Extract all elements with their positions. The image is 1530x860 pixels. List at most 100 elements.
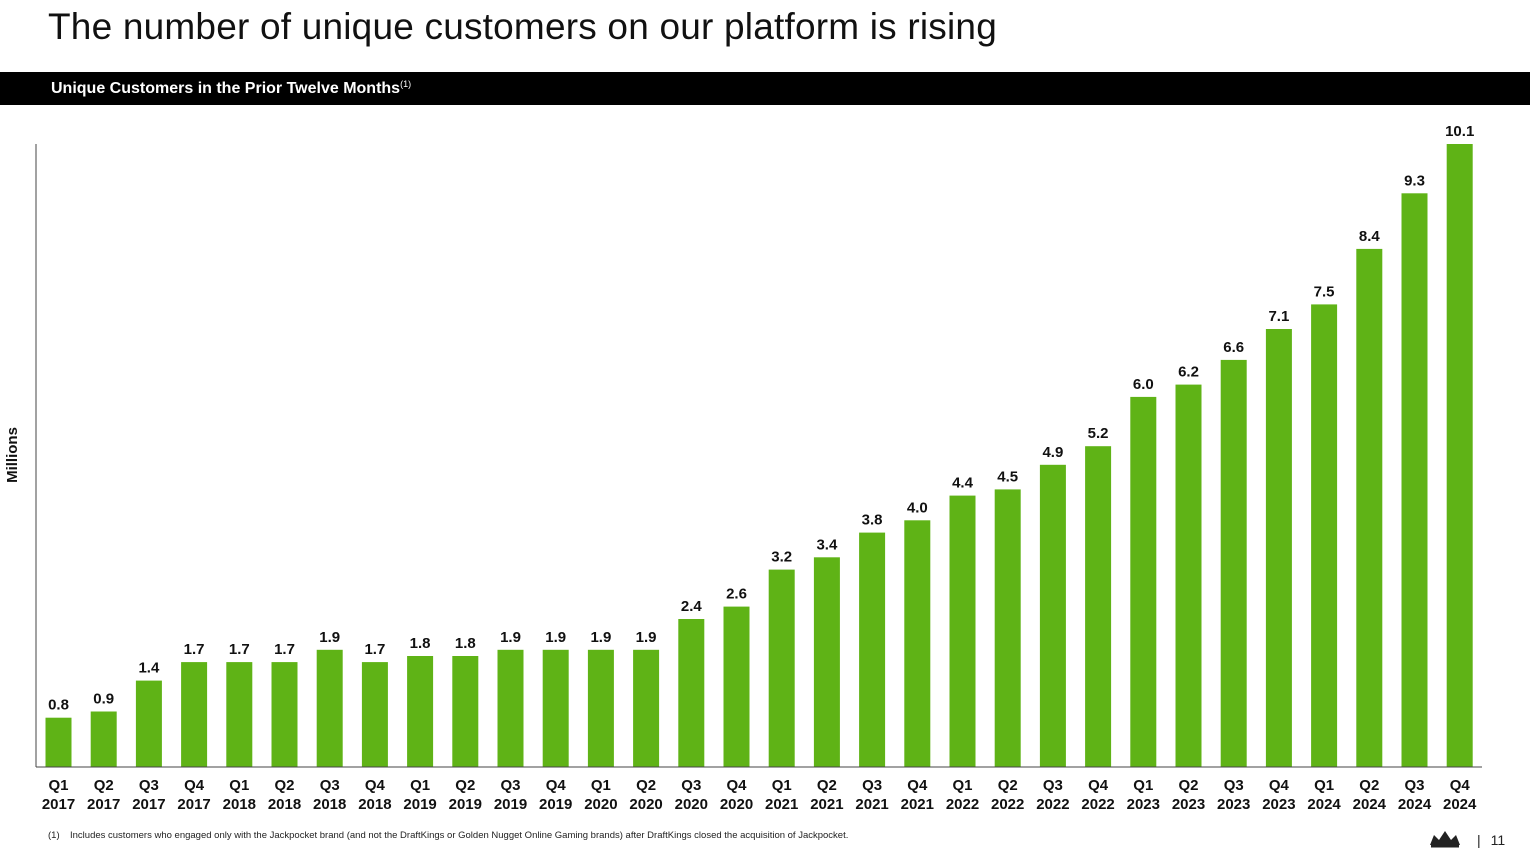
x-tick-labels-group: Q1 2017 Q2 2017 Q3 2017 Q4 2017 Q1 2018 Q2 2018 Q3 20… [42,777,1477,813]
data-label: 1.9 [590,629,611,646]
bar-q1-2024 [1311,304,1338,767]
x-tick-quarter: Q2 [1178,777,1198,794]
x-tick-quarter: Q4 [726,777,747,794]
bar-q2-2024 [1356,248,1383,767]
bar-q1-2018 [226,662,253,767]
bar-q4-2018 [361,662,388,767]
footnote: (1) Includes customers who engaged only w… [48,830,848,841]
x-tick-quarter: Q1 [952,777,972,794]
bar-q2-2023 [1175,384,1202,767]
data-label: 6.2 [1178,364,1199,381]
x-tick-label: Q1 2023 [1127,777,1160,813]
footnote-text: Includes customers who engaged only with… [70,830,849,841]
x-tick-year: 2022 [1036,796,1069,813]
x-tick-label: Q2 2017 [87,777,120,813]
bar-q1-2019 [407,656,434,767]
footnote-number: (1) [48,830,60,841]
x-tick-year: 2023 [1172,796,1205,813]
x-tick-label: Q3 2024 [1398,777,1432,813]
x-tick-year: 2017 [132,796,165,813]
page-number-value: 11 [1490,832,1506,848]
data-label: 1.7 [364,641,385,658]
bar-q2-2018 [271,662,298,767]
x-tick-year: 2017 [87,796,120,813]
bar-q2-2020 [633,649,660,767]
x-tick-quarter: Q3 [1404,777,1424,794]
x-tick-year: 2020 [629,796,662,813]
x-tick-label: Q2 2018 [268,777,301,813]
bar-q4-2017 [181,662,208,767]
footnote-ref: (1) [400,79,412,89]
x-tick-label: Q4 2019 [539,777,572,813]
x-tick-year: 2018 [223,796,256,813]
x-tick-label: Q4 2017 [177,777,210,813]
y-axis-label: Millions [4,427,21,483]
x-tick-label: Q3 2017 [132,777,165,813]
x-tick-label: Q1 2024 [1307,777,1341,813]
value-labels-group: 0.8 0.9 1.4 1.7 1.7 1.7 1.9 1.7 1.8 1.8 1.9 1.9 1.9 1… [48,123,1474,714]
bar-q4-2020 [723,606,750,767]
x-tick-label: Q2 2019 [449,777,482,813]
x-tick-quarter: Q3 [320,777,340,794]
x-tick-label: Q2 2020 [629,777,662,813]
bar-q3-2020 [678,619,705,767]
x-tick-quarter: Q1 [1314,777,1334,794]
bar-q3-2018 [316,649,343,767]
bar-q3-2017 [135,680,162,767]
bar-q4-2024 [1446,144,1473,767]
bar-q2-2022 [994,489,1021,767]
x-tick-label: Q3 2021 [855,777,888,813]
x-tick-year: 2022 [946,796,979,813]
x-tick-label: Q1 2020 [584,777,617,813]
data-label: 4.4 [952,475,974,492]
bar-q2-2017 [90,711,117,767]
x-tick-quarter: Q4 [1269,777,1290,794]
x-tick-year: 2020 [720,796,753,813]
bar-q3-2023 [1220,359,1247,767]
data-label: 1.9 [319,629,340,646]
bars-group [45,144,1473,768]
bar-q4-2019 [542,649,569,767]
x-tick-year: 2018 [358,796,391,813]
bar-q1-2023 [1130,396,1157,767]
bar-q1-2020 [587,649,614,767]
x-tick-quarter: Q4 [1450,777,1471,794]
x-tick-quarter: Q4 [546,777,567,794]
data-label: 3.8 [862,512,883,529]
data-label: 4.0 [907,499,928,516]
x-tick-label: Q3 2018 [313,777,346,813]
bar-q3-2021 [859,532,886,767]
crown-icon [1430,831,1460,848]
x-tick-quarter: Q2 [636,777,656,794]
x-tick-year: 2021 [765,796,798,813]
x-tick-label: Q3 2020 [675,777,708,813]
data-label: 1.4 [138,660,160,677]
chart-header-bar: Unique Customers in the Prior Twelve Mon… [0,72,1530,105]
x-tick-label: Q3 2023 [1217,777,1250,813]
x-tick-quarter: Q2 [1359,777,1379,794]
data-label: 3.2 [771,549,792,566]
data-label: 6.0 [1133,376,1154,393]
x-tick-label: Q1 2019 [403,777,436,813]
x-tick-label: Q4 2024 [1443,777,1477,813]
x-tick-quarter: Q4 [907,777,928,794]
x-tick-quarter: Q1 [591,777,611,794]
x-tick-label: Q1 2018 [223,777,256,813]
x-tick-year: 2019 [494,796,527,813]
x-tick-year: 2018 [268,796,301,813]
x-tick-year: 2019 [539,796,572,813]
data-label: 0.9 [93,691,114,708]
x-tick-label: Q2 2023 [1172,777,1205,813]
x-tick-year: 2023 [1127,796,1160,813]
x-tick-year: 2017 [42,796,75,813]
x-tick-quarter: Q1 [48,777,68,794]
x-tick-label: Q4 2018 [358,777,391,813]
x-tick-quarter: Q1 [772,777,792,794]
x-tick-label: Q4 2022 [1081,777,1114,813]
data-label: 9.3 [1404,172,1425,189]
x-tick-year: 2022 [991,796,1024,813]
x-tick-label: Q4 2023 [1262,777,1295,813]
x-tick-quarter: Q2 [817,777,837,794]
x-tick-year: 2023 [1217,796,1250,813]
x-tick-quarter: Q1 [410,777,430,794]
